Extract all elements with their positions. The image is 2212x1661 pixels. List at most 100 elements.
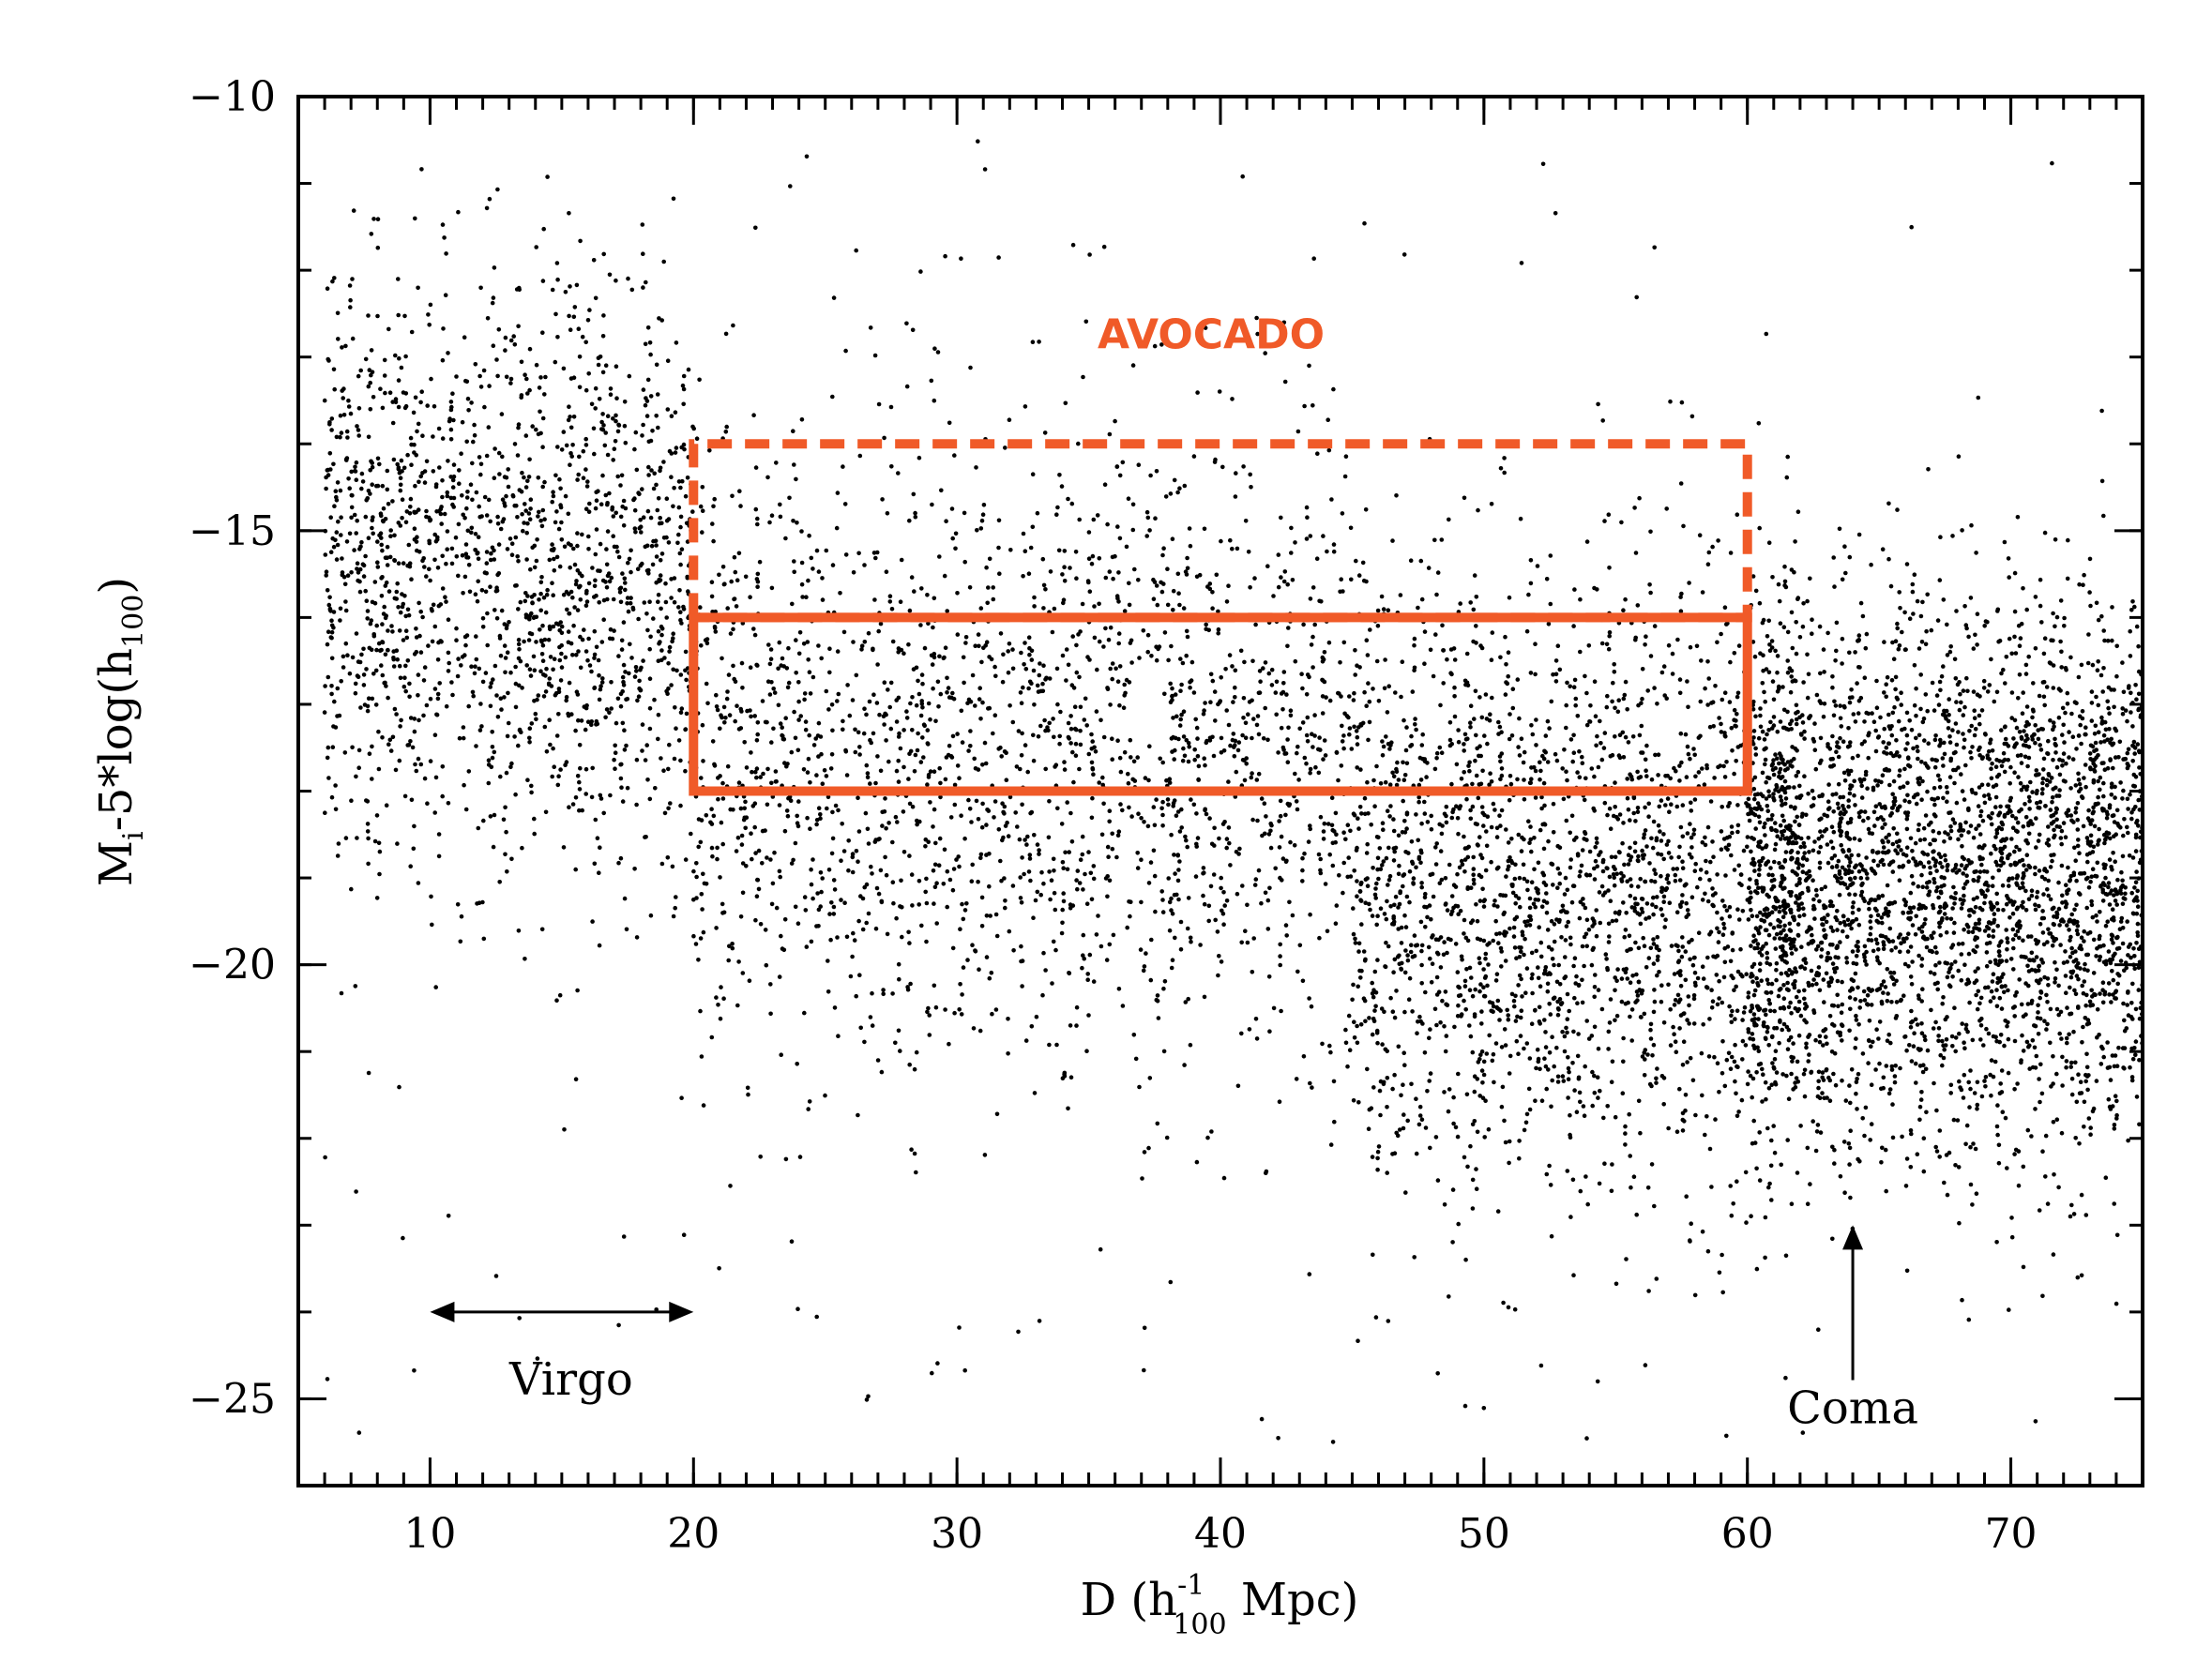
data-point [393,767,399,773]
data-point [654,580,659,585]
data-point [896,758,901,763]
data-point [933,718,938,724]
data-point [418,400,423,405]
data-point [620,674,626,680]
data-point [1460,957,1464,962]
data-point [364,667,369,672]
data-point [1174,714,1179,719]
data-point [1478,982,1483,987]
data-point [1000,679,1006,685]
data-point [841,718,845,724]
data-point [1371,687,1375,691]
data-point [481,818,486,823]
data-point [666,540,672,545]
data-point [1171,734,1175,740]
data-point [1277,819,1281,823]
data-point [1235,747,1241,753]
data-point [1772,847,1778,853]
data-point [1295,807,1300,812]
data-point [1528,558,1534,563]
data-point [1320,677,1325,683]
data-point [494,693,499,698]
data-point [1343,837,1348,842]
data-point [755,516,760,521]
data-point [349,570,354,575]
data-point [1489,657,1494,662]
data-point [1628,893,1633,898]
data-point [1172,757,1176,762]
data-point [329,623,335,628]
data-point [350,493,355,498]
data-point [633,530,638,535]
data-point [1730,947,1735,953]
data-point [411,410,417,415]
data-point [901,651,906,656]
data-point [1768,866,1773,870]
data-point [719,985,723,989]
data-point [669,683,674,687]
data-point [1062,767,1068,772]
data-point [416,756,421,762]
data-point [501,817,507,823]
data-point [1692,1292,1698,1298]
data-point [380,735,385,740]
data-point [1333,839,1338,845]
data-point [355,836,359,840]
data-point [438,602,444,607]
data-point [1240,732,1245,738]
data-point [341,654,346,659]
data-point [647,706,653,711]
data-point [914,702,919,708]
data-point [567,805,571,809]
data-point [659,648,664,653]
data-point [941,882,947,886]
data-point [1147,744,1152,748]
data-point [505,650,510,655]
data-point [699,776,704,780]
data-point [1293,658,1298,664]
data-point [659,632,664,638]
data-point [769,780,774,786]
data-point [586,581,592,586]
data-point [743,574,749,580]
data-point [816,569,822,574]
data-point [1088,870,1094,876]
data-point [573,795,579,800]
data-point [488,814,493,819]
data-point [1353,941,1358,945]
data-point [648,352,653,357]
data-point [1705,659,1710,664]
data-point [1203,763,1207,768]
data-point [1247,1027,1252,1032]
data-point [1220,908,1224,914]
data-point [1629,905,1635,910]
data-point [1219,885,1223,891]
data-point [598,502,604,506]
data-point [523,433,529,438]
data-point [1370,1155,1375,1159]
data-point [1020,802,1024,808]
data-point [328,515,334,520]
data-point [466,703,472,709]
data-point [451,474,457,479]
data-point [1590,924,1595,929]
data-point [418,650,424,655]
data-point [1320,659,1326,664]
data-point [656,592,661,597]
data-point [1708,859,1713,865]
data-point [1086,530,1092,535]
data-point [922,645,928,651]
data-point [1060,907,1065,913]
data-point [1769,1138,1774,1143]
data-point [961,965,966,970]
data-point [622,576,628,581]
data-point [683,649,689,655]
data-point [1648,945,1654,951]
data-point [811,566,815,571]
data-point [1384,916,1389,922]
data-point [1771,697,1777,702]
data-point [1189,939,1193,944]
data-point [767,661,773,667]
data-point [1250,970,1255,974]
data-point [1304,505,1310,510]
